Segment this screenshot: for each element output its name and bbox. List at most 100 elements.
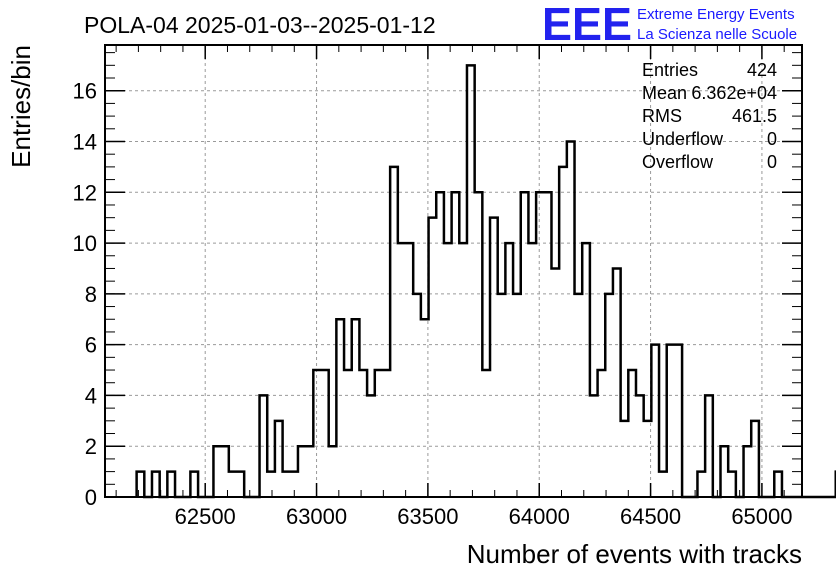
histogram-series (135, 64, 836, 499)
histogram-bin (590, 395, 598, 497)
histogram-bin (382, 370, 390, 497)
logo-mark: EEE (542, 0, 632, 50)
histogram-bin (352, 319, 360, 497)
histogram-bin (636, 395, 644, 497)
histogram-bin (621, 421, 629, 497)
histogram-bin (306, 446, 314, 497)
histogram-bin (221, 446, 229, 497)
histogram-bin (283, 472, 291, 497)
histogram-bin (720, 446, 728, 497)
stats-entries-label: Entries (642, 60, 698, 80)
histogram-bin (236, 472, 244, 497)
histogram-bin (475, 192, 483, 497)
histogram-bin (290, 472, 298, 497)
histogram-bin (659, 472, 667, 497)
logo-line1: Extreme Energy Events (637, 6, 795, 23)
stats-overflow-value: 0 (767, 152, 777, 172)
y-tick-label: 2 (85, 434, 97, 459)
histogram-bin (429, 218, 437, 497)
histogram-bins (137, 65, 836, 497)
histogram-bin (229, 472, 237, 497)
histogram-bin (421, 319, 429, 497)
stats-rms-label: RMS (642, 106, 682, 126)
x-tick-label: 64000 (509, 504, 570, 529)
eee-logo: EEE Extreme Energy Events La Scienza nel… (542, 0, 797, 50)
histogram-bin (605, 294, 613, 497)
histogram-bin (774, 472, 782, 497)
x-tick-label: 64500 (620, 504, 681, 529)
histogram-bin (628, 370, 636, 497)
histogram-bin (728, 472, 736, 497)
histogram-bin (651, 345, 659, 497)
x-tick-label: 62500 (175, 504, 236, 529)
y-tick-label: 10 (73, 231, 97, 256)
histogram-bin (459, 243, 467, 497)
histogram-bin (667, 345, 675, 497)
histogram-bin (582, 243, 590, 497)
histogram-bin (152, 472, 160, 497)
histogram-bin (467, 65, 475, 497)
histogram-bin (559, 167, 567, 497)
x-tick-labels: 62500 63000 63500 64000 64500 65000 (175, 504, 793, 529)
histogram-bin (705, 395, 713, 497)
histogram-bin (329, 446, 337, 497)
histogram-bin (267, 472, 275, 497)
histogram-bin (697, 472, 705, 497)
y-tick-label: 4 (85, 383, 97, 408)
logo-line2: La Scienza nelle Scuole (637, 26, 797, 43)
histogram-bin (674, 345, 682, 497)
histogram-bin (398, 243, 406, 497)
histogram-bin (744, 446, 752, 497)
x-axis-label: Number of events with tracks (467, 539, 802, 569)
histogram-bin (367, 395, 375, 497)
stats-box: Entries 424 Mean 6.362e+04 RMS 461.5 Und… (642, 60, 777, 172)
histogram-bin (482, 370, 490, 497)
histogram-bin (613, 268, 621, 497)
histogram-bin (598, 370, 606, 497)
histogram-bin (275, 421, 283, 497)
histogram-bin (137, 472, 145, 497)
histogram-bin (406, 243, 414, 497)
y-tick-labels: 0 2 4 6 8 10 12 14 16 (73, 79, 97, 510)
stats-underflow-value: 0 (767, 129, 777, 149)
histogram-bin (751, 421, 759, 497)
histogram-bin (359, 370, 367, 497)
histogram-bin (567, 141, 575, 497)
histogram-bin (344, 370, 352, 497)
histogram-bin (413, 294, 421, 497)
stats-mean-value: 6.362e+04 (691, 83, 777, 103)
chart-title: POLA-04 2025-01-03--2025-01-12 (84, 12, 436, 38)
histogram-bin (513, 294, 521, 497)
histogram-bin (336, 319, 344, 497)
histogram-bin (313, 370, 321, 497)
histogram-bin (390, 167, 398, 497)
y-tick-label: 8 (85, 282, 97, 307)
histogram-bin (505, 243, 513, 497)
y-tick-label: 0 (85, 485, 97, 510)
stats-underflow-label: Underflow (642, 129, 724, 149)
histogram-bin (452, 192, 460, 497)
axis-ticks (105, 45, 802, 498)
plot-frame (104, 44, 803, 498)
histogram-bin (375, 370, 383, 497)
histogram-bin (490, 218, 498, 497)
x-tick-label: 63500 (397, 504, 458, 529)
histogram-bin (260, 395, 268, 497)
y-tick-label: 12 (73, 180, 97, 205)
histogram-bin (436, 192, 444, 497)
x-tick-label: 65000 (731, 504, 792, 529)
histogram-bin (521, 192, 529, 497)
histogram-bin (213, 446, 221, 497)
histogram-bin (321, 370, 329, 497)
histogram-bin (575, 294, 583, 497)
histogram-bin (498, 294, 506, 497)
stats-mean-label: Mean (642, 83, 687, 103)
histogram-bin (536, 192, 544, 497)
histogram-bin (444, 243, 452, 497)
histogram-bin (644, 421, 652, 497)
x-tick-label: 63000 (286, 504, 347, 529)
y-axis-label: Entries/bin (6, 45, 36, 168)
y-tick-label: 16 (73, 79, 97, 104)
y-tick-label: 14 (73, 129, 97, 154)
